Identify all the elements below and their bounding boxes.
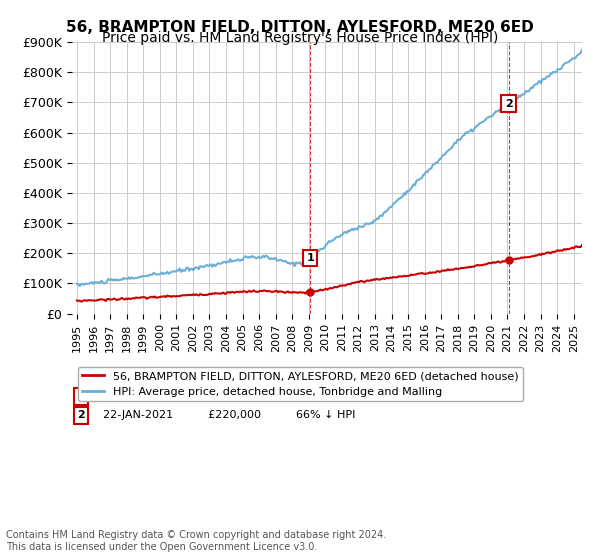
Text: 2: 2 <box>505 99 512 109</box>
Text: 30-JAN-2009          £168,500          53% ↓ HPI: 30-JAN-2009 £168,500 53% ↓ HPI <box>103 391 355 402</box>
Text: Price paid vs. HM Land Registry's House Price Index (HPI): Price paid vs. HM Land Registry's House … <box>102 31 498 45</box>
Text: Contains HM Land Registry data © Crown copyright and database right 2024.
This d: Contains HM Land Registry data © Crown c… <box>6 530 386 552</box>
Text: 56, BRAMPTON FIELD, DITTON, AYLESFORD, ME20 6ED: 56, BRAMPTON FIELD, DITTON, AYLESFORD, M… <box>66 20 534 35</box>
Text: 22-JAN-2021          £220,000          66% ↓ HPI: 22-JAN-2021 £220,000 66% ↓ HPI <box>103 410 355 421</box>
Text: 1: 1 <box>306 253 314 263</box>
Legend: 56, BRAMPTON FIELD, DITTON, AYLESFORD, ME20 6ED (detached house), HPI: Average p: 56, BRAMPTON FIELD, DITTON, AYLESFORD, M… <box>77 367 523 401</box>
Text: 1: 1 <box>77 391 85 402</box>
Text: 2: 2 <box>77 410 85 421</box>
